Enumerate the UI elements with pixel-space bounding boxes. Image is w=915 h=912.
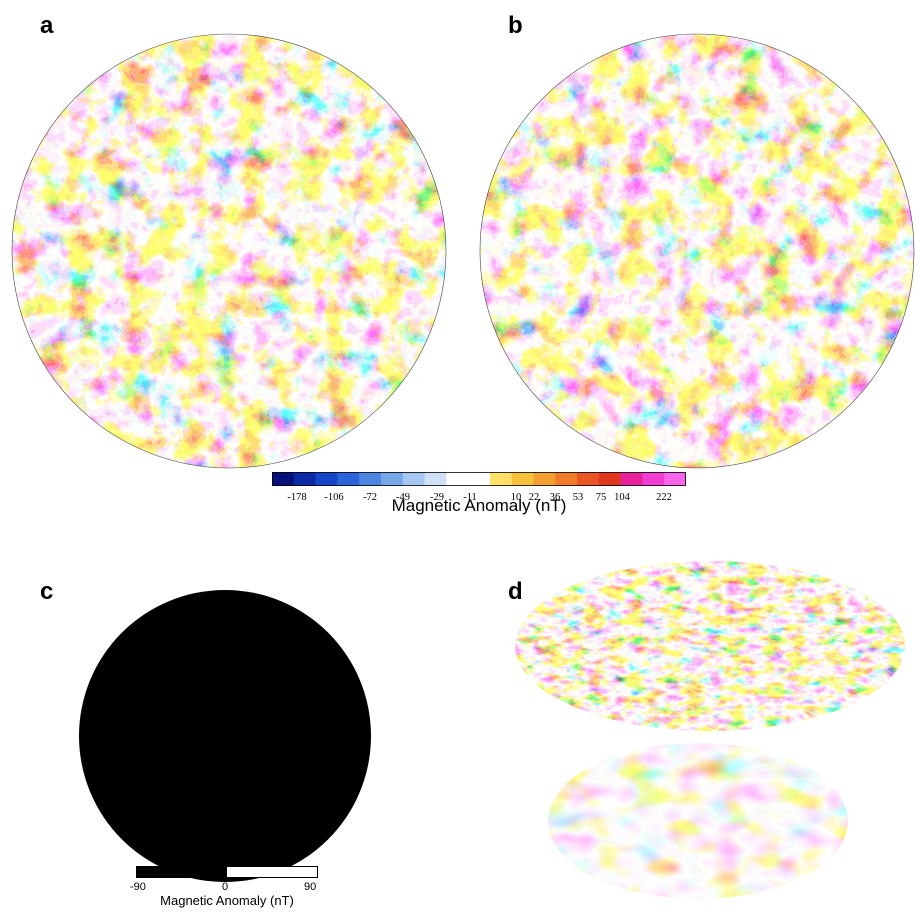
color-scale-tick-label: 75 (595, 492, 607, 503)
magnetic-3d-view-d (515, 561, 905, 899)
panel-label-a: a (40, 12, 54, 39)
bw-scale-mid: 0 (222, 881, 229, 893)
color-scale-tick-label: 22 (528, 492, 540, 503)
color-scale-tick-label: 104 (614, 492, 630, 503)
magnetic-map-c (79, 590, 371, 882)
color-scale-swatch (577, 472, 600, 486)
color-scale-tick-label: 53 (572, 492, 584, 503)
color-scale-swatch (272, 472, 295, 486)
magnetic-map-a (11, 33, 447, 469)
panel-label-d: d (508, 578, 523, 605)
color-scale-swatch (511, 472, 534, 486)
bw-scale-title: Magnetic Anomaly (nT) (160, 893, 294, 908)
bw-scale-max: 90 (304, 881, 317, 893)
color-scale-swatch (337, 472, 360, 486)
magnetic-map-b (479, 33, 915, 469)
color-scale-swatch (489, 472, 513, 486)
color-scale-tick-label: -49 (396, 492, 410, 503)
color-scale-swatch (315, 472, 338, 486)
color-scale-swatch (402, 472, 426, 486)
color-scale-bar (272, 472, 687, 486)
color-scale-swatch (620, 472, 643, 486)
color-scale-swatch (424, 472, 447, 486)
color-scale-tick-label: -29 (430, 492, 444, 503)
color-scale-swatch (293, 472, 317, 486)
color-scale-tick-label: -106 (324, 492, 344, 503)
color-scale-swatch (664, 472, 687, 486)
color-scale-swatch (446, 472, 469, 486)
color-scale-tick-label: -72 (363, 492, 377, 503)
color-scale-swatch (359, 472, 382, 486)
color-scale-tick-label: 222 (656, 492, 672, 503)
color-scale-legend: -178 -106 -72 -49 -29 -11 10 22 36 53 75 104 222 (272, 472, 687, 505)
color-scale-swatch (555, 472, 578, 486)
color-scale-tick-label: 10 (510, 492, 522, 503)
color-scale-swatch (642, 472, 665, 486)
panel-label-c: c (40, 578, 54, 605)
color-scale-tick-label: -178 (287, 492, 307, 503)
color-scale-tick-label: -11 (463, 492, 477, 503)
bw-scale-bar (136, 866, 318, 878)
bw-scale-min: -90 (130, 881, 146, 893)
color-scale-swatch (533, 472, 556, 486)
color-scale-ticks: -178 -106 -72 -49 -29 -11 10 22 36 53 75 104 222 (272, 491, 686, 505)
color-scale-swatch (468, 472, 491, 486)
color-scale-swatch (598, 472, 622, 486)
color-scale-tick-label: 36 (549, 492, 561, 503)
color-scale-swatch (380, 472, 404, 486)
color-scale-title: Magnetic Anomaly (nT) (391, 496, 567, 515)
panel-label-b: b (508, 12, 523, 39)
